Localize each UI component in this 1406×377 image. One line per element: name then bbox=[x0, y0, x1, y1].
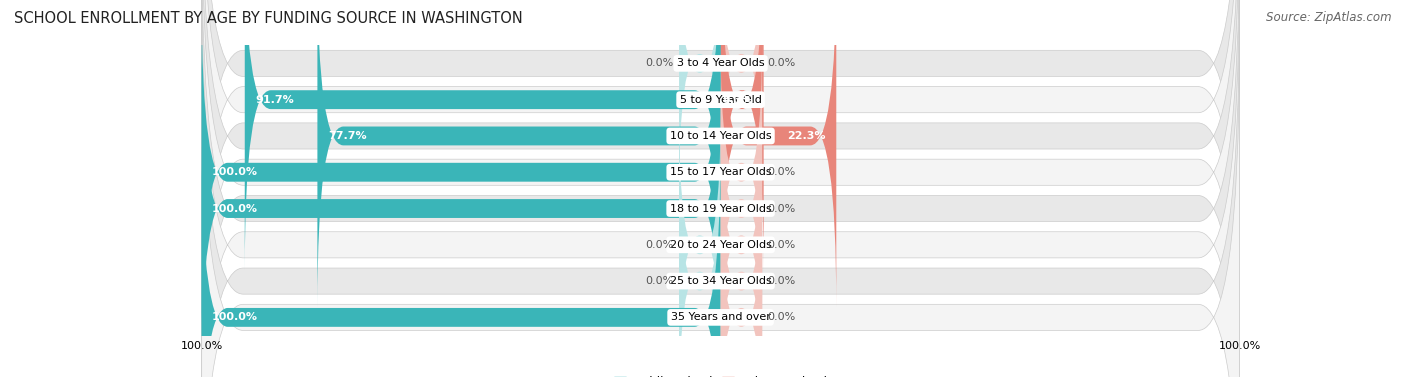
FancyBboxPatch shape bbox=[721, 0, 837, 308]
FancyBboxPatch shape bbox=[201, 37, 721, 377]
FancyBboxPatch shape bbox=[679, 0, 721, 199]
Text: 10 to 14 Year Olds: 10 to 14 Year Olds bbox=[669, 131, 772, 141]
FancyBboxPatch shape bbox=[721, 0, 763, 272]
FancyBboxPatch shape bbox=[201, 0, 1240, 377]
FancyBboxPatch shape bbox=[201, 0, 721, 344]
FancyBboxPatch shape bbox=[318, 0, 721, 308]
FancyBboxPatch shape bbox=[201, 0, 1240, 377]
Text: 15 to 17 Year Olds: 15 to 17 Year Olds bbox=[669, 167, 772, 177]
FancyBboxPatch shape bbox=[721, 0, 762, 199]
Text: 0.0%: 0.0% bbox=[768, 276, 796, 286]
FancyBboxPatch shape bbox=[679, 146, 721, 377]
Text: 25 to 34 Year Olds: 25 to 34 Year Olds bbox=[669, 276, 772, 286]
FancyBboxPatch shape bbox=[721, 182, 762, 377]
Text: SCHOOL ENROLLMENT BY AGE BY FUNDING SOURCE IN WASHINGTON: SCHOOL ENROLLMENT BY AGE BY FUNDING SOUR… bbox=[14, 11, 523, 26]
Text: 8.3%: 8.3% bbox=[723, 95, 754, 105]
FancyBboxPatch shape bbox=[245, 0, 721, 272]
Text: 100.0%: 100.0% bbox=[212, 313, 259, 322]
Text: 0.0%: 0.0% bbox=[645, 58, 673, 68]
Text: 5 to 9 Year Old: 5 to 9 Year Old bbox=[679, 95, 762, 105]
FancyBboxPatch shape bbox=[201, 40, 1240, 377]
FancyBboxPatch shape bbox=[679, 109, 721, 377]
Text: 91.7%: 91.7% bbox=[254, 95, 294, 105]
Text: 100.0%: 100.0% bbox=[212, 204, 259, 213]
Text: 35 Years and over: 35 Years and over bbox=[671, 313, 770, 322]
Text: 0.0%: 0.0% bbox=[645, 276, 673, 286]
Text: 0.0%: 0.0% bbox=[768, 167, 796, 177]
Text: 3 to 4 Year Olds: 3 to 4 Year Olds bbox=[676, 58, 765, 68]
Text: 0.0%: 0.0% bbox=[768, 240, 796, 250]
Text: 22.3%: 22.3% bbox=[787, 131, 825, 141]
Text: 100.0%: 100.0% bbox=[212, 167, 259, 177]
FancyBboxPatch shape bbox=[201, 4, 1240, 377]
Text: 20 to 24 Year Olds: 20 to 24 Year Olds bbox=[669, 240, 772, 250]
Legend: Public School, Private School: Public School, Private School bbox=[609, 371, 832, 377]
FancyBboxPatch shape bbox=[201, 0, 1240, 377]
FancyBboxPatch shape bbox=[721, 146, 762, 377]
FancyBboxPatch shape bbox=[201, 0, 1240, 377]
FancyBboxPatch shape bbox=[201, 0, 1240, 377]
Text: 77.7%: 77.7% bbox=[328, 131, 367, 141]
Text: 18 to 19 Year Olds: 18 to 19 Year Olds bbox=[669, 204, 772, 213]
FancyBboxPatch shape bbox=[201, 0, 1240, 340]
FancyBboxPatch shape bbox=[721, 109, 762, 377]
Text: 0.0%: 0.0% bbox=[645, 240, 673, 250]
FancyBboxPatch shape bbox=[721, 37, 762, 308]
Text: 0.0%: 0.0% bbox=[768, 58, 796, 68]
FancyBboxPatch shape bbox=[721, 73, 762, 344]
FancyBboxPatch shape bbox=[201, 146, 721, 377]
Text: Source: ZipAtlas.com: Source: ZipAtlas.com bbox=[1267, 11, 1392, 24]
Text: 0.0%: 0.0% bbox=[768, 204, 796, 213]
Text: 0.0%: 0.0% bbox=[768, 313, 796, 322]
